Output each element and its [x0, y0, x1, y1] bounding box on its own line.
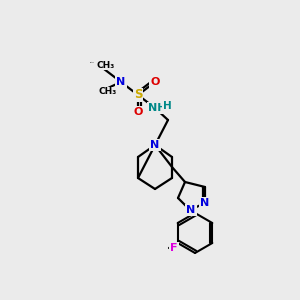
Text: NH: NH	[148, 103, 166, 113]
Text: H: H	[163, 101, 171, 111]
Text: N: N	[200, 198, 210, 208]
Text: CH₃: CH₃	[97, 61, 115, 70]
Text: CH₃: CH₃	[99, 88, 117, 97]
Text: F: F	[170, 243, 178, 253]
Text: O: O	[150, 77, 160, 87]
Text: O: O	[133, 107, 143, 117]
Text: methyl: methyl	[90, 61, 94, 63]
Text: N: N	[150, 140, 160, 150]
Text: S: S	[134, 88, 142, 101]
Text: N: N	[116, 77, 126, 87]
Text: N: N	[186, 205, 196, 215]
